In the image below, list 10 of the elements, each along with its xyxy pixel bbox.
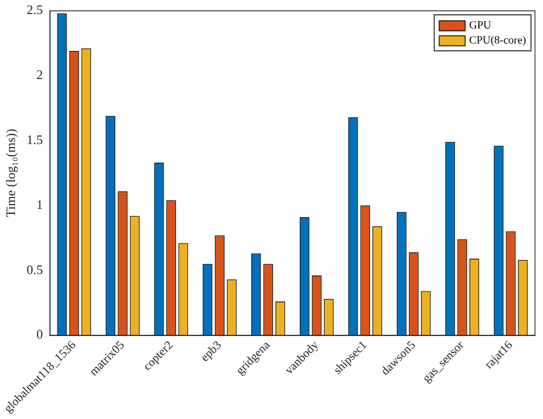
y-tick-label: 1.5 — [26, 132, 43, 148]
y-tick-label: 2.5 — [26, 2, 43, 18]
y-tick-label: 0.5 — [26, 262, 43, 277]
x-tick-label: epb3 — [198, 338, 224, 364]
y-tick-label: 1 — [36, 196, 43, 212]
y-axis-title: Time (log₁₀(ms)) — [3, 128, 18, 218]
legend-label: GPU — [469, 20, 492, 32]
legend-label: CPU(8-core) — [469, 34, 526, 47]
y-tick-label: 0 — [36, 326, 43, 342]
y-tick-label: 2 — [36, 67, 43, 82]
